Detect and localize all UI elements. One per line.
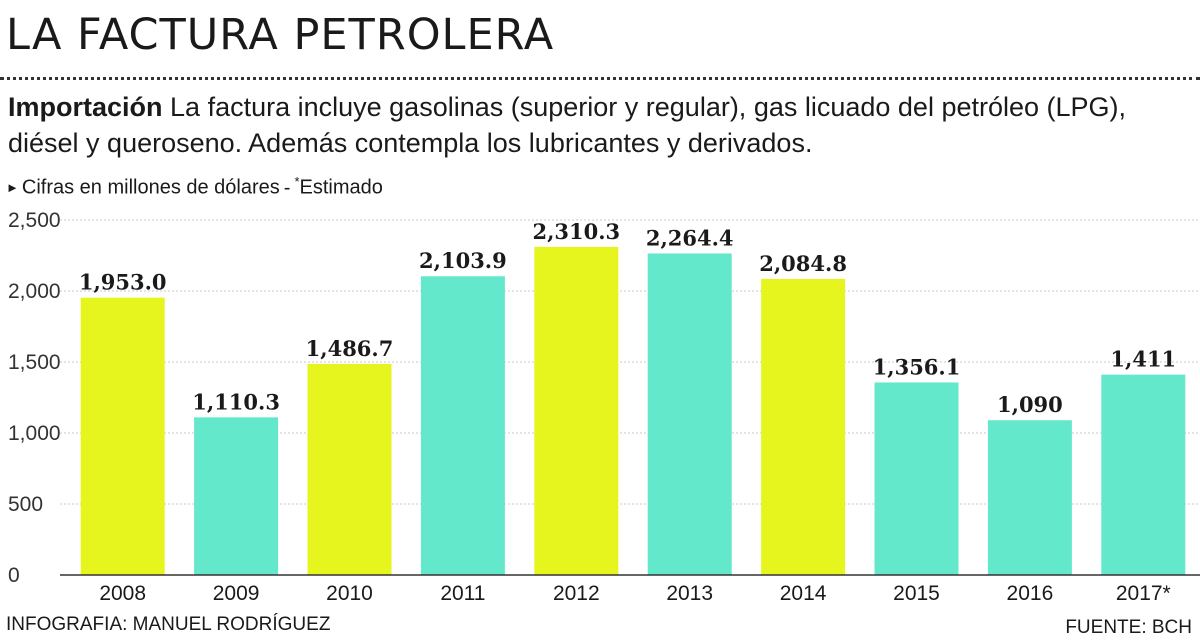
data-label: 1,486.7 [306, 336, 394, 361]
estimate-asterisk: * [294, 174, 300, 189]
bar-chart: 0 500 1,000 1,500 2,000 2,500 1,953.0 2008 1,110… [8, 209, 1200, 605]
y-tick-label: 2,500 [8, 209, 61, 232]
y-tick-label: 1,000 [8, 422, 61, 445]
credit-line: INFOGRAFIA: MANUEL RODRÍGUEZ [6, 614, 331, 635]
intro-text: La factura incluye gasolinas (superior y… [8, 92, 1127, 158]
data-label: 1,090 [997, 392, 1063, 417]
bar [647, 253, 732, 575]
bar [420, 276, 505, 575]
bar [874, 382, 959, 575]
data-label: 1,356.1 [873, 354, 961, 379]
subtitle-separator: - [283, 176, 291, 199]
bar [987, 420, 1072, 575]
data-label: 2,084.8 [759, 251, 847, 276]
x-tick-label: 2013 [666, 582, 713, 605]
intro-paragraph: Importación La factura incluye gasolinas… [8, 89, 1198, 161]
data-label: 2,310.3 [532, 219, 620, 244]
x-tick-label: 2010 [326, 582, 373, 605]
data-label: 1,110.3 [192, 389, 280, 414]
x-tick-label: 2009 [213, 582, 260, 605]
chart-subtitle: ► Cifras en millones de dólares - *Estimado [6, 174, 383, 200]
x-tick-label: 2017* [1116, 582, 1171, 605]
x-tick-label: 2016 [1007, 582, 1054, 605]
x-tick-label: 2014 [780, 582, 827, 605]
intro-bold-label: Importación [8, 92, 163, 122]
units-note: Cifras en millones de dólares [21, 176, 280, 199]
data-label: 1,953.0 [79, 270, 167, 295]
y-tick-label: 1,500 [8, 351, 61, 374]
bar [194, 417, 279, 575]
y-tick-label: 500 [8, 493, 43, 516]
title-divider [0, 77, 1200, 80]
estimate-note: Estimado [299, 176, 383, 199]
x-tick-label: 2012 [553, 582, 600, 605]
bar [307, 363, 392, 575]
y-tick-label: 0 [8, 564, 20, 587]
data-label: 2,103.9 [419, 248, 507, 273]
x-tick-label: 2008 [99, 582, 146, 605]
data-label: 2,264.4 [646, 225, 734, 250]
data-label: 1,411 [1110, 347, 1176, 372]
bar [761, 278, 846, 575]
bar [1101, 374, 1186, 575]
triangle-pointer-icon: ► [6, 179, 19, 195]
bar [80, 297, 165, 575]
bar [534, 246, 619, 575]
y-tick-label: 2,000 [8, 280, 61, 303]
x-tick-label: 2015 [893, 582, 940, 605]
page-title: LA FACTURA PETROLERA [6, 10, 555, 60]
source-line: FUENTE: BCH [1065, 617, 1192, 638]
x-tick-label: 2011 [440, 582, 485, 605]
